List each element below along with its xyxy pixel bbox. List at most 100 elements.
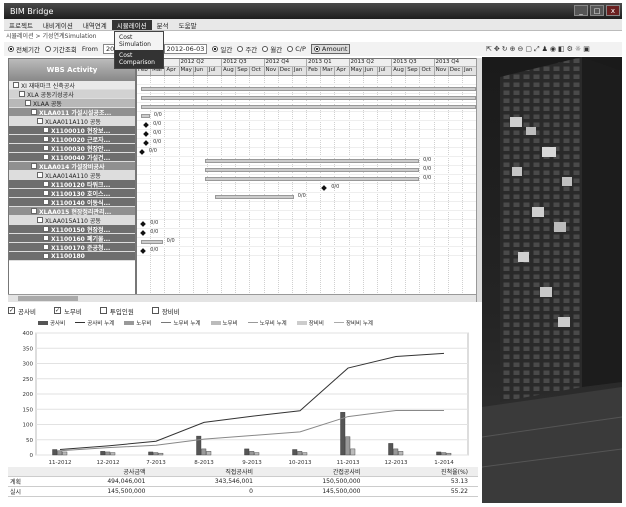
walk-icon[interactable]: ♟: [541, 45, 548, 53]
check-equipment-cost[interactable]: 장비비: [151, 306, 180, 316]
zoom-out-icon[interactable]: ⊖: [517, 45, 524, 53]
expand-toggle-icon[interactable]: [43, 127, 49, 133]
radio-all-period[interactable]: 전체기간: [8, 44, 40, 54]
expand-toggle-icon[interactable]: [31, 163, 37, 169]
camera-icon[interactable]: ◉: [549, 45, 556, 53]
select-icon[interactable]: ⇱: [486, 45, 492, 53]
wbs-row[interactable]: X1100160 폐기물...: [9, 234, 135, 243]
menu-item-cost-simulation[interactable]: Cost Simulation: [119, 34, 151, 48]
wbs-row[interactable]: XLA 공동기성공사: [9, 90, 135, 99]
wbs-row[interactable]: XI 재태마크 신축공사: [9, 81, 135, 90]
expand-toggle-icon[interactable]: [37, 217, 43, 223]
expand-toggle-icon[interactable]: [43, 145, 49, 151]
wbs-row[interactable]: XLAA 공동: [9, 99, 135, 108]
expand-toggle-icon[interactable]: [43, 190, 49, 196]
menu-help[interactable]: 도움말: [178, 21, 197, 30]
gantt-milestone[interactable]: [143, 122, 149, 128]
wbs-row[interactable]: XLAA014 가설장비공사: [9, 162, 135, 171]
wbs-row[interactable]: X1100120 타워크...: [9, 180, 135, 189]
expand-toggle-icon[interactable]: [19, 91, 25, 97]
gantt-milestone[interactable]: [143, 131, 149, 137]
radio-month[interactable]: 월간: [262, 44, 282, 54]
rotate-icon[interactable]: ↻: [501, 45, 508, 53]
zoom-in-icon[interactable]: ⊕: [509, 45, 516, 53]
wbs-row[interactable]: X1100010 현장보...: [9, 126, 135, 135]
wbs-row[interactable]: X1100130 호이스...: [9, 189, 135, 198]
to-date-field[interactable]: 2012-06-03: [163, 44, 208, 54]
expand-toggle-icon[interactable]: [31, 208, 37, 214]
gantt-milestone[interactable]: [139, 149, 145, 155]
wbs-row[interactable]: XLAA015 현장정리관리...: [9, 207, 135, 216]
check-manpower[interactable]: 투입인원: [99, 306, 134, 316]
wbs-row[interactable]: X1100040 가설건...: [9, 153, 135, 162]
gantt-bar[interactable]: [141, 240, 163, 244]
expand-toggle-icon[interactable]: [31, 109, 37, 115]
wbs-row[interactable]: X1100150 현장정...: [9, 225, 135, 234]
y-tick-label: 250: [23, 377, 34, 383]
section-icon[interactable]: ◧: [558, 45, 565, 53]
expand-toggle-icon[interactable]: [13, 82, 19, 88]
expand-toggle-icon[interactable]: [43, 154, 49, 160]
zoom-window-icon[interactable]: ▢: [525, 45, 532, 53]
expand-toggle-icon[interactable]: [43, 253, 49, 259]
menu-item-cost-comparison[interactable]: Cost Comparison: [115, 50, 163, 68]
radio-week[interactable]: 주간: [237, 44, 257, 54]
expand-toggle-icon[interactable]: [43, 181, 49, 187]
fit-view-icon[interactable]: ⤢: [534, 44, 540, 53]
minimize-button[interactable]: _: [574, 5, 588, 16]
light-icon[interactable]: ☼: [574, 45, 582, 53]
settings-icon[interactable]: ⚙: [566, 45, 573, 53]
expand-toggle-icon[interactable]: [37, 172, 43, 178]
bim-3d-viewer[interactable]: [482, 57, 622, 503]
gantt-bar[interactable]: [141, 96, 477, 100]
check-labor-cost[interactable]: ✓ 노무비: [53, 307, 82, 316]
gantt-bar[interactable]: [141, 87, 477, 91]
menu-project[interactable]: 프로젝트: [9, 21, 33, 30]
gantt-bar[interactable]: [141, 105, 477, 109]
pan-icon[interactable]: ✥: [493, 45, 500, 53]
radio-day[interactable]: 일간: [212, 44, 232, 54]
wbs-row[interactable]: X1100030 현장안...: [9, 144, 135, 153]
check-construction-cost[interactable]: ✓ 공사비: [8, 307, 36, 316]
expand-toggle-icon[interactable]: [43, 244, 49, 250]
menu-cost-link[interactable]: 내역연계: [82, 21, 107, 30]
expand-toggle-icon[interactable]: [43, 226, 49, 232]
scroll-thumb[interactable]: [18, 296, 78, 301]
close-button[interactable]: x: [606, 5, 620, 16]
wbs-row[interactable]: X1100020 근로자...: [9, 135, 135, 144]
expand-toggle-icon[interactable]: [43, 235, 49, 241]
gantt-milestone[interactable]: [143, 140, 149, 146]
save-view-icon[interactable]: ▣: [583, 45, 590, 53]
gantt-bar[interactable]: [141, 114, 150, 118]
gantt-milestone[interactable]: [140, 230, 147, 236]
expand-toggle-icon[interactable]: [43, 199, 49, 205]
radio-amount[interactable]: Amount: [310, 44, 351, 54]
gantt-bar[interactable]: [215, 195, 294, 199]
wbs-row[interactable]: XLAA014A110 공동: [9, 171, 135, 180]
wbs-row[interactable]: X1100180: [9, 252, 135, 261]
gantt-milestone[interactable]: [140, 221, 147, 227]
expand-toggle-icon[interactable]: [43, 136, 49, 142]
gantt-bar[interactable]: [205, 159, 420, 163]
gantt-vertical-scrollbar[interactable]: [476, 58, 482, 302]
maximize-button[interactable]: □: [590, 5, 604, 16]
wbs-row[interactable]: X1100170 준공청...: [9, 243, 135, 252]
expand-toggle-icon[interactable]: [25, 100, 31, 106]
menu-navigation[interactable]: 내비게이션: [42, 21, 73, 30]
menu-analysis[interactable]: 분석: [156, 21, 169, 30]
gantt-bar[interactable]: [205, 177, 420, 181]
wbs-row[interactable]: XLAA015A110 공동: [9, 216, 135, 225]
radio-cp[interactable]: C/P: [287, 45, 306, 53]
wbs-row[interactable]: XLAA011 가설시설공조...: [9, 108, 135, 117]
gantt-milestone[interactable]: [321, 185, 328, 191]
radio-date-range[interactable]: 기간조회: [44, 44, 77, 54]
menu-simulation[interactable]: 시뮬레이션: [111, 19, 152, 30]
gantt-horizontal-scrollbar[interactable]: [8, 294, 476, 302]
expand-toggle-icon[interactable]: [37, 118, 43, 124]
wbs-row[interactable]: XLAA011A110 공동: [9, 117, 135, 126]
legend-swatch: [75, 322, 86, 323]
gantt-bar[interactable]: [205, 168, 420, 172]
gantt-milestone-label: 0/0: [153, 121, 162, 127]
wbs-row[interactable]: X1100140 이동식...: [9, 198, 135, 207]
gantt-milestone[interactable]: [140, 248, 147, 254]
